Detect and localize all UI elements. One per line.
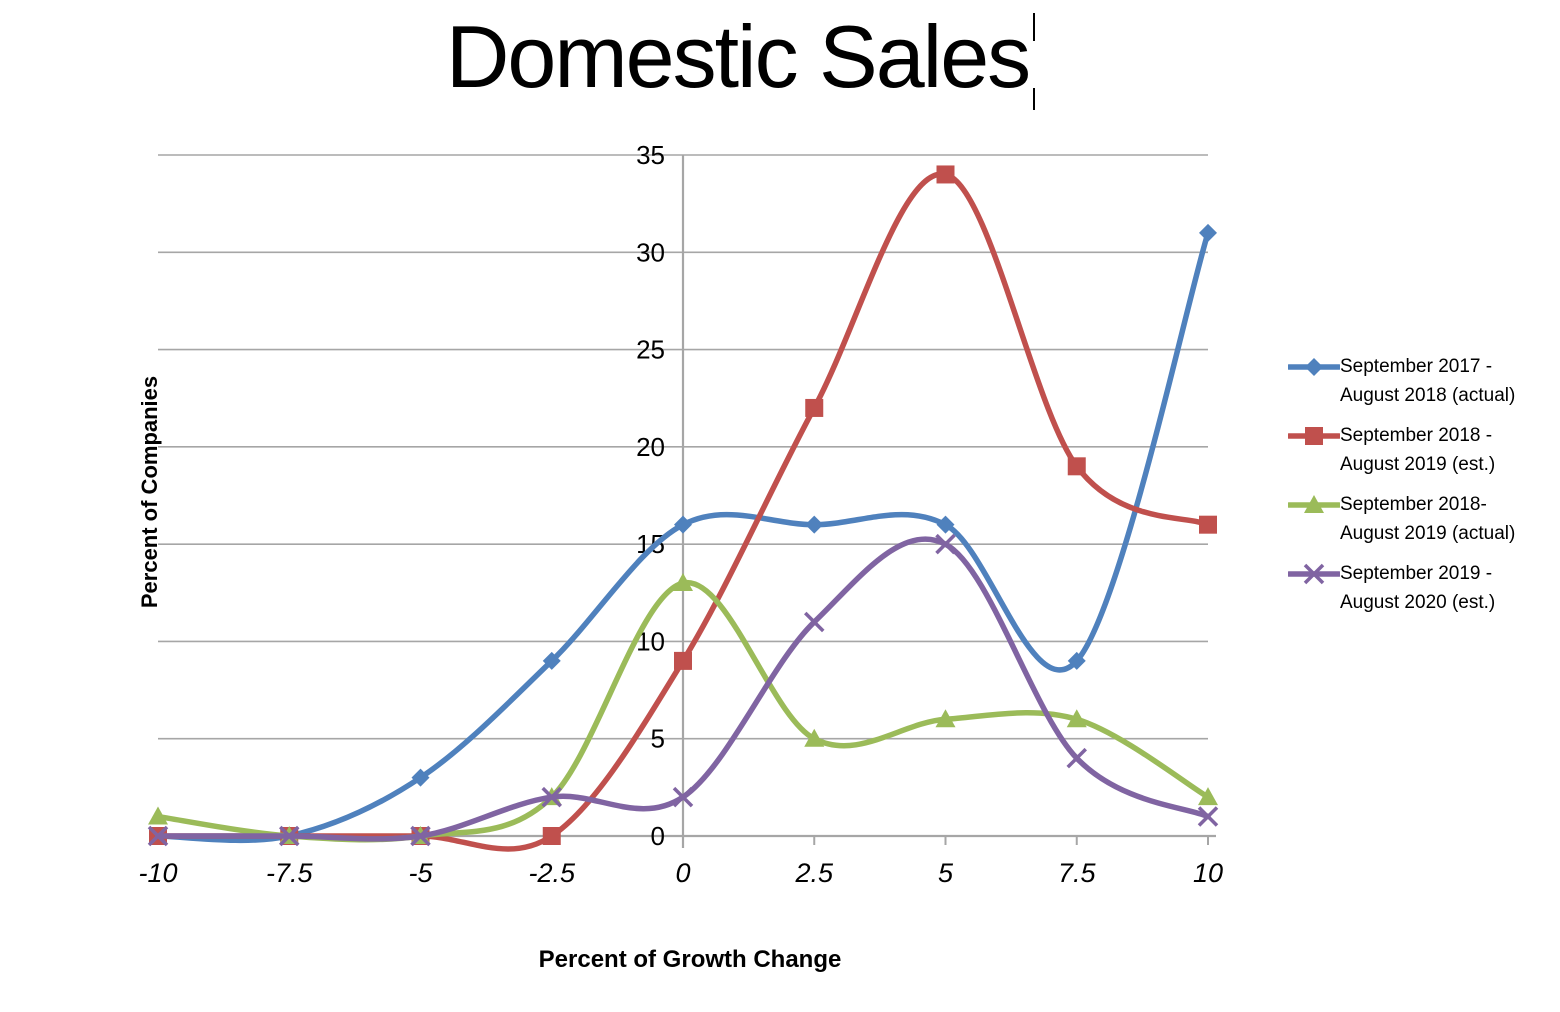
- x-tick-label--5: -5: [408, 858, 433, 888]
- y-tick-label-20: 20: [636, 432, 665, 462]
- x-tick-label--7.5: -7.5: [266, 858, 314, 888]
- legend-entry-3[interactable]: September 2019 - August 2020 (est.): [1286, 559, 1548, 617]
- legend-icon-svg: [1286, 358, 1342, 376]
- marker-x: [1197, 806, 1219, 827]
- marker-triangle: [804, 728, 825, 747]
- x-axis-title: Percent of Growth Change: [538, 946, 842, 973]
- legend-icon-svg: [1286, 563, 1342, 585]
- x-tick-label--10: -10: [138, 858, 177, 888]
- legend-x-icon: [1286, 562, 1342, 591]
- marker-square: [1067, 457, 1086, 476]
- series-line-1[interactable]: [155, 171, 1211, 852]
- y-tick-label-5: 5: [651, 724, 665, 754]
- legend-entry-2[interactable]: September 2018- August 2019 (actual): [1286, 490, 1548, 548]
- legend: September 2017 - August 2018 (actual) Sep…: [1286, 352, 1548, 628]
- x-tick-label-5: 5: [938, 858, 954, 888]
- x-tick-label--2.5: -2.5: [528, 858, 576, 888]
- marker-diamond: [936, 515, 955, 534]
- marker-triangle: [148, 806, 168, 825]
- series-line-3[interactable]: [155, 536, 1211, 842]
- marker-x: [672, 786, 694, 808]
- marker-diamond: [674, 515, 692, 534]
- marker-x: [410, 825, 431, 847]
- marker-triangle: [1304, 495, 1324, 513]
- legend-label-2: September 2018- August 2019 (actual): [1340, 494, 1516, 544]
- marker-x: [279, 825, 300, 847]
- marker-diamond: [1199, 223, 1217, 242]
- marker-x: [1066, 747, 1087, 769]
- x-tick-label-2.5: 2.5: [794, 858, 834, 888]
- y-tick-label-15: 15: [636, 529, 665, 559]
- legend-entry-0[interactable]: September 2017 - August 2018 (actual): [1286, 352, 1548, 410]
- x-tick-label-0: 0: [675, 858, 690, 888]
- marker-diamond: [411, 768, 430, 787]
- legend-label-3: September 2019 - August 2020 (est.): [1340, 563, 1496, 613]
- y-axis-title: Percent of Companies: [137, 375, 162, 609]
- marker-x: [1303, 563, 1325, 585]
- marker-triangle: [1066, 709, 1087, 728]
- marker-triangle: [673, 573, 693, 592]
- y-tick-label-30: 30: [636, 237, 665, 267]
- title-text-caret-top: [1033, 13, 1035, 41]
- marker-x: [147, 825, 169, 847]
- series-line-0[interactable]: [155, 230, 1211, 844]
- x-tick-label-10: 10: [1193, 858, 1223, 888]
- marker-x: [541, 786, 562, 808]
- marker-square: [936, 165, 955, 184]
- legend-triangle-icon: [1286, 493, 1342, 522]
- marker-diamond: [1067, 651, 1086, 670]
- marker-x: [804, 611, 825, 633]
- chart-title[interactable]: Domestic Sales: [445, 7, 1031, 106]
- marker-diamond: [805, 515, 824, 534]
- marker-triangle: [935, 709, 956, 728]
- marker-square: [542, 827, 561, 845]
- series-3[interactable]: [147, 533, 1219, 847]
- marker-x: [935, 533, 956, 555]
- x-tick-label-7.5: 7.5: [1058, 858, 1097, 888]
- legend-label-1: September 2018 - August 2019 (est.): [1340, 425, 1496, 475]
- y-tick-label-0: 0: [651, 821, 665, 851]
- legend-icon-svg: [1286, 495, 1342, 513]
- legend-square-icon: [1286, 424, 1342, 453]
- title-text-caret-bottom: [1033, 88, 1035, 110]
- legend-label-0: September 2017 - August 2018 (actual): [1340, 356, 1516, 406]
- marker-diamond: [542, 651, 561, 670]
- marker-square: [805, 398, 824, 417]
- legend-entry-1[interactable]: September 2018 - August 2019 (est.): [1286, 421, 1548, 479]
- marker-square: [674, 651, 692, 670]
- marker-square: [1199, 515, 1217, 534]
- y-tick-label-35: 35: [636, 140, 665, 170]
- marker-square: [1305, 427, 1323, 445]
- y-tick-label-25: 25: [636, 335, 665, 365]
- legend-diamond-icon: [1286, 355, 1342, 384]
- marker-triangle: [1198, 787, 1218, 806]
- legend-icon-svg: [1286, 427, 1342, 445]
- marker-diamond: [1305, 358, 1323, 376]
